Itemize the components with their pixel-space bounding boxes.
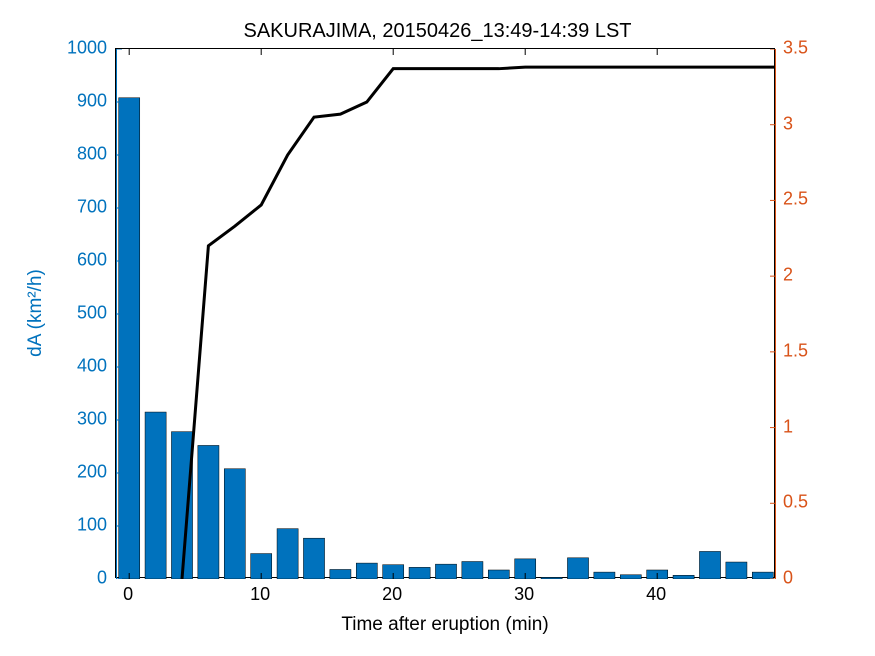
tick-label: 1000 xyxy=(67,38,107,59)
tick-label: 700 xyxy=(77,197,107,218)
x-axis-label: Time after eruption (min) xyxy=(115,614,775,636)
tick-label: 0 xyxy=(97,568,107,589)
tick-label: 40 xyxy=(646,584,666,605)
bar xyxy=(330,569,351,579)
tick-label: 900 xyxy=(77,91,107,112)
bar xyxy=(567,558,588,579)
bar xyxy=(224,469,245,579)
plot-area xyxy=(115,48,775,578)
tick-label: 0 xyxy=(123,584,133,605)
bar xyxy=(620,575,641,579)
bar xyxy=(198,445,219,579)
bar xyxy=(594,572,615,579)
bar xyxy=(752,572,773,579)
bar xyxy=(726,562,747,579)
bar xyxy=(303,538,324,579)
cumulative-line xyxy=(182,67,776,579)
bar xyxy=(145,412,166,579)
tick-label: 1.5 xyxy=(783,340,808,361)
tick-label: 1 xyxy=(783,416,793,437)
tick-label: 20 xyxy=(382,584,402,605)
tick-label: 10 xyxy=(250,584,270,605)
bar xyxy=(699,551,720,579)
bar xyxy=(277,529,298,579)
bar xyxy=(541,577,562,579)
tick-label: 3 xyxy=(783,113,793,134)
tick-label: 500 xyxy=(77,303,107,324)
tick-label: 400 xyxy=(77,356,107,377)
bar xyxy=(119,98,140,579)
bar xyxy=(488,570,509,579)
bar xyxy=(462,562,483,579)
tick-label: 2 xyxy=(783,265,793,286)
tick-label: 2.5 xyxy=(783,189,808,210)
tick-label: 3.5 xyxy=(783,38,808,59)
bar xyxy=(171,432,192,579)
tick-label: 300 xyxy=(77,409,107,430)
tick-label: 100 xyxy=(77,515,107,536)
bar xyxy=(409,567,430,579)
tick-label: 30 xyxy=(514,584,534,605)
tick-label: 0.5 xyxy=(783,492,808,513)
tick-label: 0 xyxy=(783,568,793,589)
tick-label: 800 xyxy=(77,144,107,165)
tick-label: 600 xyxy=(77,250,107,271)
y-axis-right-label: A (km²) xyxy=(831,0,853,48)
chart-canvas xyxy=(116,49,776,579)
bar xyxy=(356,563,377,579)
bar xyxy=(673,575,694,579)
chart-title: SAKURAJIMA, 20150426_13:49-14:39 LST xyxy=(0,20,875,43)
y-axis-left-label: dA (km²/h) xyxy=(25,48,47,578)
bar xyxy=(435,564,456,579)
tick-label: 200 xyxy=(77,462,107,483)
